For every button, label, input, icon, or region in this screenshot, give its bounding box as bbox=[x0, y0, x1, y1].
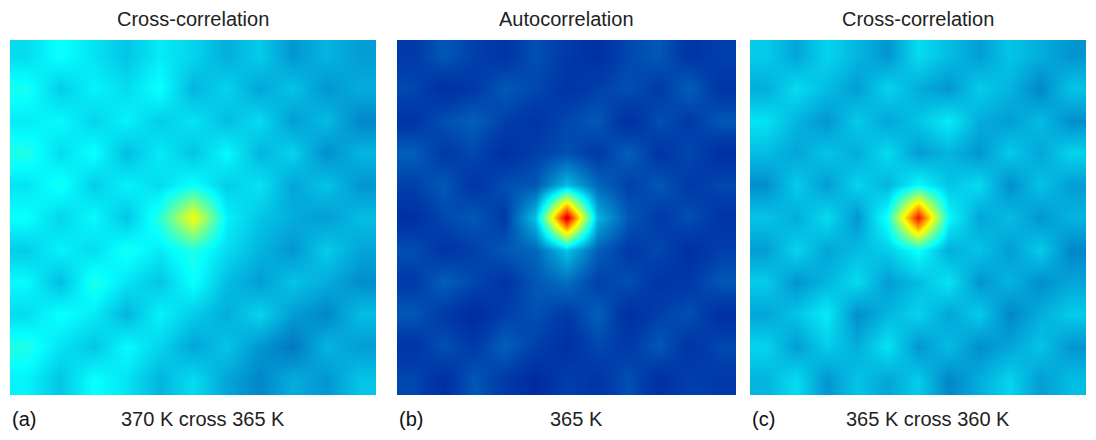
svg-text:370 K cross 365 K: 370 K cross 365 K bbox=[121, 408, 285, 430]
svg-text:365 K cross 360 K: 365 K cross 360 K bbox=[846, 408, 1010, 430]
svg-text:Autocorrelation: Autocorrelation bbox=[499, 8, 634, 30]
svg-text:(b): (b) bbox=[399, 408, 423, 430]
svg-text:Cross-correlation: Cross-correlation bbox=[117, 8, 269, 30]
svg-text:Cross-correlation: Cross-correlation bbox=[842, 8, 994, 30]
svg-text:(c): (c) bbox=[752, 408, 775, 430]
svg-text:365 K: 365 K bbox=[550, 408, 603, 430]
svg-text:(a): (a) bbox=[12, 408, 36, 430]
